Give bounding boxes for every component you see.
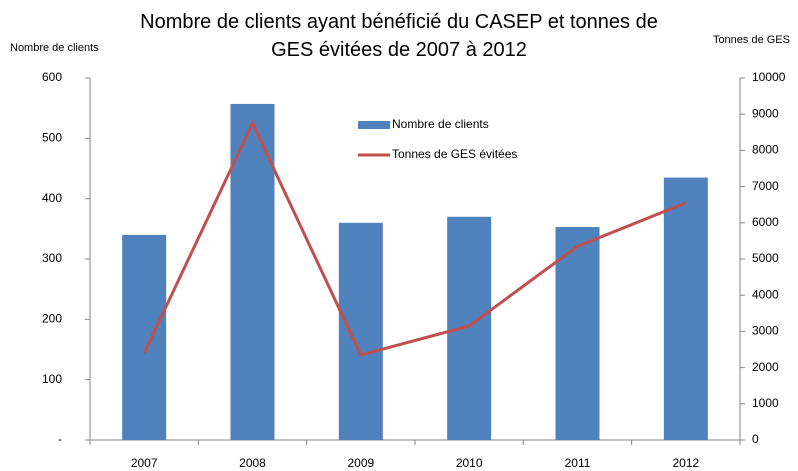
y2-tick-label: 2000 — [752, 360, 779, 374]
y-tick-label: 500 — [42, 131, 62, 145]
x-tick-label: 2009 — [347, 456, 374, 470]
y-tick-label: 100 — [42, 372, 62, 386]
y2-tick-label: 3000 — [752, 324, 779, 338]
y-tick-label: - — [58, 432, 62, 446]
y2-tick-label: 5000 — [752, 251, 779, 265]
x-tick-label: 2008 — [239, 456, 266, 470]
x-tick-label: 2011 — [565, 456, 591, 470]
line — [142, 119, 687, 357]
legend-label: Tonnes de GES évitées — [392, 147, 517, 161]
y-tick-label: 600 — [42, 70, 62, 84]
y-tick-label: 200 — [42, 312, 62, 326]
y2-tick-label: 8000 — [752, 143, 779, 157]
y2-axis-label: Tonnes de GES — [713, 34, 790, 46]
y2-tick-label: 10000 — [752, 70, 786, 84]
x-tick-label: 2007 — [131, 456, 158, 470]
y2-tick-label: 1000 — [752, 396, 779, 410]
legend-label: Nombre de clients — [392, 117, 489, 131]
bar — [338, 222, 383, 440]
y-axis-label: Nombre de clients — [10, 42, 99, 54]
bar — [230, 103, 275, 441]
y2-tick-label: 7000 — [752, 179, 779, 193]
bar — [447, 216, 492, 440]
chart-title: Nombre de clients ayant bénéficié du CAS… — [140, 11, 658, 61]
y2-tick-label: 4000 — [752, 287, 779, 301]
y-tick-label: 300 — [42, 251, 62, 265]
bar — [663, 177, 708, 441]
y-tick-label: 400 — [42, 191, 62, 205]
legend-swatch — [358, 121, 390, 129]
bar — [555, 227, 600, 440]
y2-tick-label: 6000 — [752, 215, 779, 229]
x-tick-label: 2012 — [672, 456, 699, 470]
y2-tick-label: 0 — [752, 432, 759, 446]
y2-tick-label: 9000 — [752, 106, 779, 120]
x-tick-label: 2010 — [456, 456, 483, 470]
bar — [122, 234, 167, 440]
